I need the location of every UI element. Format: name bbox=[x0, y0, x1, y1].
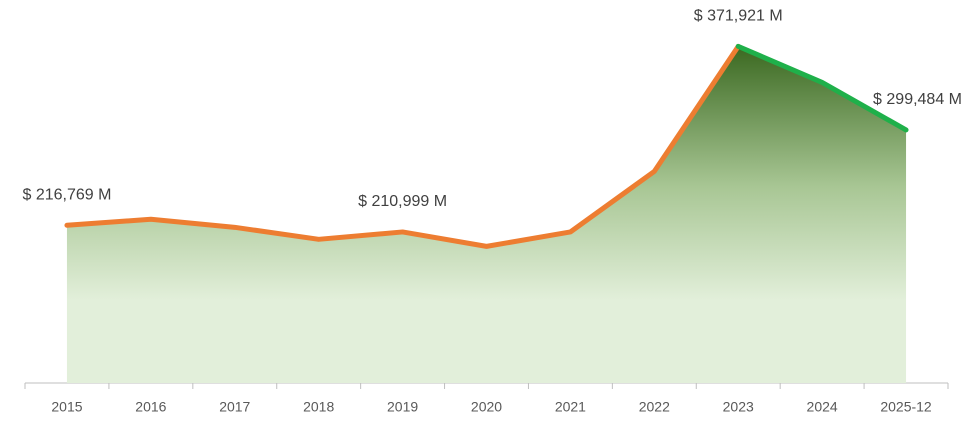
data-label: $ 216,769 M bbox=[22, 187, 111, 204]
x-tick-label: 2023 bbox=[723, 399, 754, 415]
x-tick-label: 2020 bbox=[471, 399, 502, 415]
data-label: $ 299,484 M bbox=[873, 91, 962, 108]
x-tick-label: 2015 bbox=[51, 399, 82, 415]
x-tick-label: 2017 bbox=[219, 399, 250, 415]
data-label: $ 371,921 M bbox=[694, 8, 783, 25]
line bbox=[64, 43, 741, 249]
x-tick-label: 2018 bbox=[303, 399, 334, 415]
x-tick-label: 2021 bbox=[555, 399, 586, 415]
x-tick-label: 2016 bbox=[135, 399, 166, 415]
data-label: $ 210,999 M bbox=[358, 193, 447, 210]
x-tick-label: 2019 bbox=[387, 399, 418, 415]
x-tick-label: 2025-12 bbox=[880, 399, 932, 415]
line-highlight bbox=[735, 43, 909, 133]
x-tick-label: 2024 bbox=[807, 399, 838, 415]
x-tick-label: 2022 bbox=[639, 399, 670, 415]
area bbox=[66, 46, 907, 383]
